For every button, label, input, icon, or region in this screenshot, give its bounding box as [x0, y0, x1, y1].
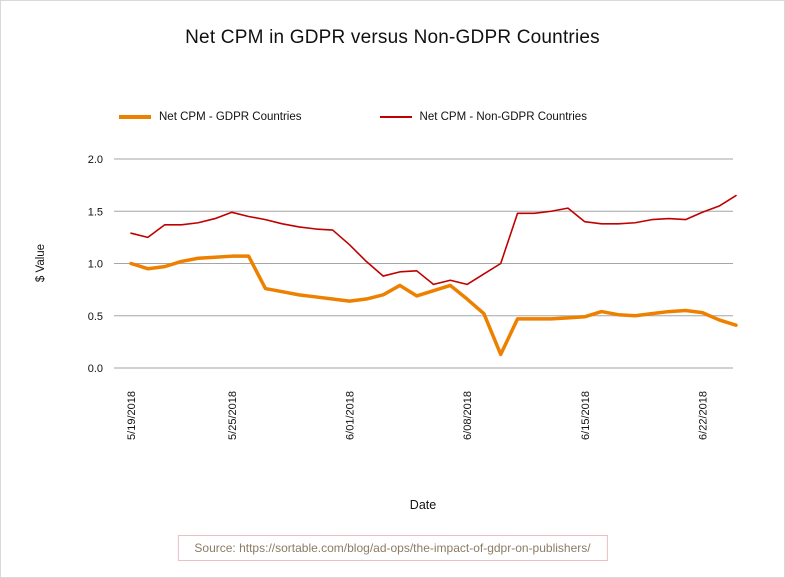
- chart-title: Net CPM in GDPR versus Non-GDPR Countrie…: [185, 27, 600, 48]
- legend-item-non-gdpr: Net CPM - Non-GDPR Countries: [379, 111, 587, 123]
- legend-line-swatch: [379, 116, 412, 118]
- y-tick-label: 0.5: [88, 311, 103, 323]
- y-tick-label: 2.0: [88, 154, 103, 166]
- x-axis-title: Date: [409, 498, 437, 512]
- x-tick-label: 5/19/2018: [126, 391, 138, 440]
- y-tick-label: 0.0: [88, 363, 103, 375]
- series-line-non-gdpr: [130, 194, 737, 286]
- legend-label: Net CPM - GDPR Countries: [159, 111, 302, 123]
- x-tick-label: 5/25/2018: [227, 391, 239, 440]
- x-tick-label: 6/08/2018: [462, 391, 474, 440]
- x-tick-label: 6/15/2018: [580, 391, 592, 440]
- source-attribution: Source: https://sortable.com/blog/ad-ops…: [177, 535, 608, 561]
- chart-legend: Net CPM - GDPR Countries Net CPM - Non-GD…: [119, 111, 665, 123]
- y-tick-label: 1.5: [88, 206, 103, 218]
- legend-label: Net CPM - Non-GDPR Countries: [419, 111, 587, 123]
- x-tick-label: 6/01/2018: [344, 391, 356, 440]
- y-tick-label: 1.0: [88, 259, 103, 271]
- legend-line-swatch: [119, 115, 151, 119]
- x-tick-label: 6/22/2018: [697, 391, 709, 440]
- legend-item-gdpr: Net CPM - GDPR Countries: [119, 111, 302, 123]
- y-axis-title: $ Value: [35, 243, 47, 283]
- series-line-gdpr: [129, 254, 738, 357]
